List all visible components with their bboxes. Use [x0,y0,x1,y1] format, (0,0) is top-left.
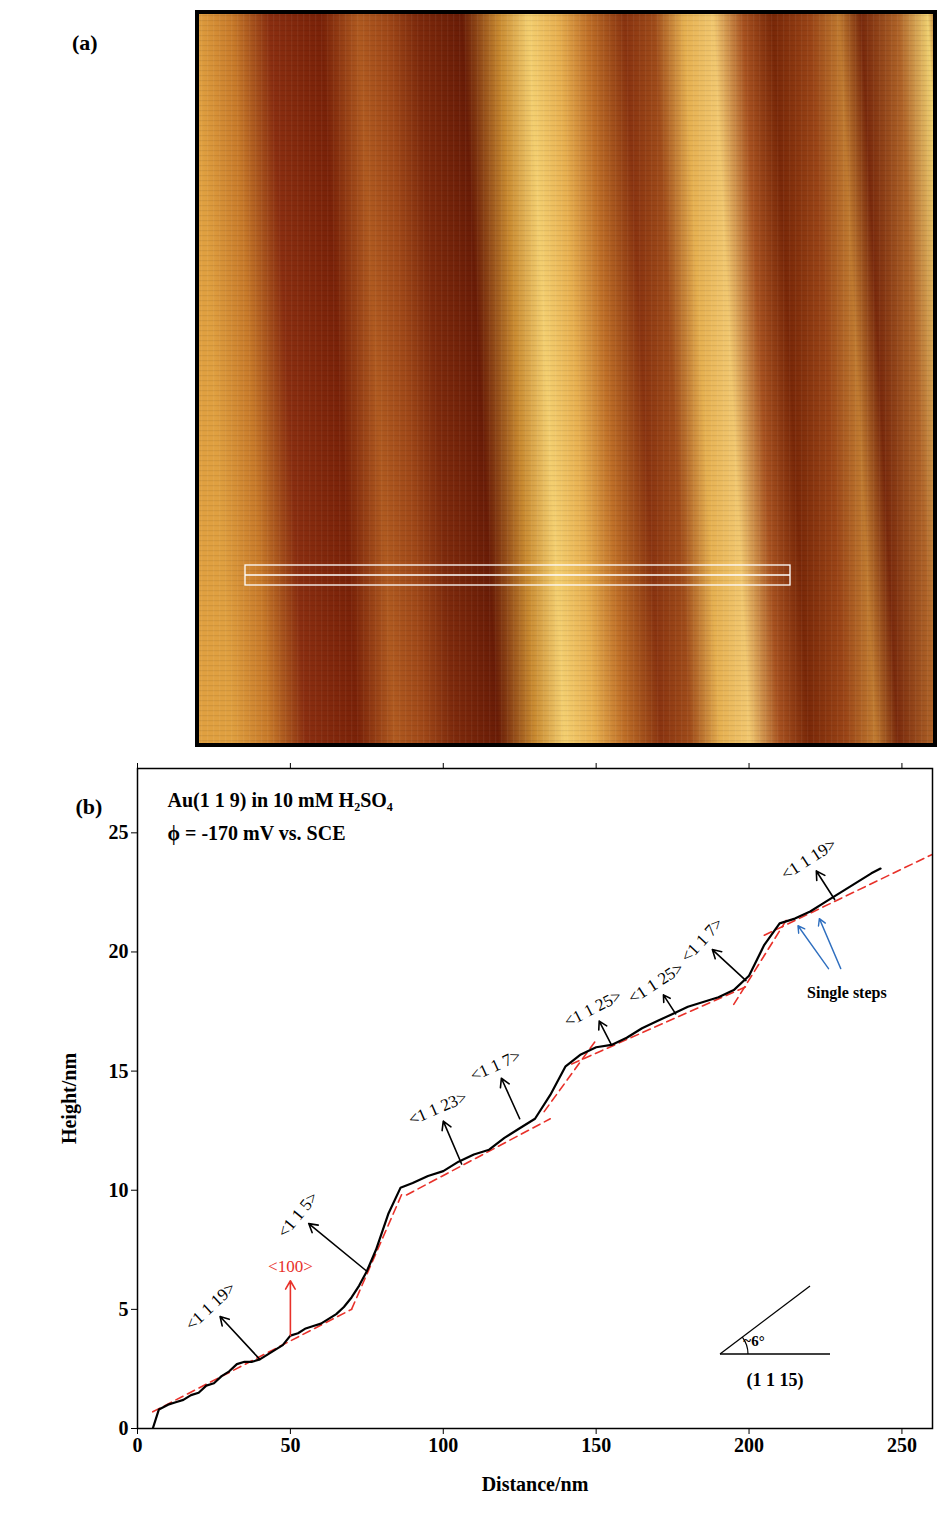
svg-text:100: 100 [428,1434,458,1456]
svg-text:200: 200 [734,1434,764,1456]
svg-text:(1 1 15): (1 1 15) [747,1370,804,1391]
svg-text:<100>: <100> [268,1257,313,1276]
svg-text:<1 1 7>: <1 1 7> [677,914,727,966]
svg-text:Distance/nm: Distance/nm [482,1473,589,1495]
svg-text:(a): (a) [72,30,98,55]
svg-text:(b): (b) [76,794,103,819]
svg-text:~6°: ~6° [743,1333,764,1349]
svg-text:20: 20 [109,940,129,962]
svg-text:<1 1 5>: <1 1 5> [274,1188,322,1241]
svg-text:10: 10 [109,1179,129,1201]
svg-text:Single steps: Single steps [807,984,887,1002]
svg-text:50: 50 [280,1434,300,1456]
svg-text:<1 1 25>: <1 1 25> [561,986,625,1031]
svg-text:0: 0 [119,1417,129,1439]
svg-text:<1 1 25>: <1 1 25> [625,958,687,1007]
svg-text:<1 1 7>: <1 1 7> [467,1046,523,1085]
svg-text:150: 150 [581,1434,611,1456]
svg-text:<1 1 19>: <1 1 19> [778,834,840,883]
svg-text:<1 1 19>: <1 1 19> [181,1278,239,1334]
svg-text:5: 5 [119,1298,129,1320]
svg-text:15: 15 [109,1059,129,1081]
svg-text:Au(1 1 9) in 10 mM H₂SO₄: Au(1 1 9) in 10 mM H₂SO₄ [168,789,393,812]
svg-text:25: 25 [109,821,129,843]
svg-text:0: 0 [133,1434,143,1456]
svg-text:250: 250 [887,1434,917,1456]
svg-text:<1 1 23>: <1 1 23> [406,1087,470,1129]
svg-text:Height/nm: Height/nm [58,1053,81,1144]
svg-text:ϕ = -170 mV vs. SCE: ϕ = -170 mV vs. SCE [168,822,346,845]
